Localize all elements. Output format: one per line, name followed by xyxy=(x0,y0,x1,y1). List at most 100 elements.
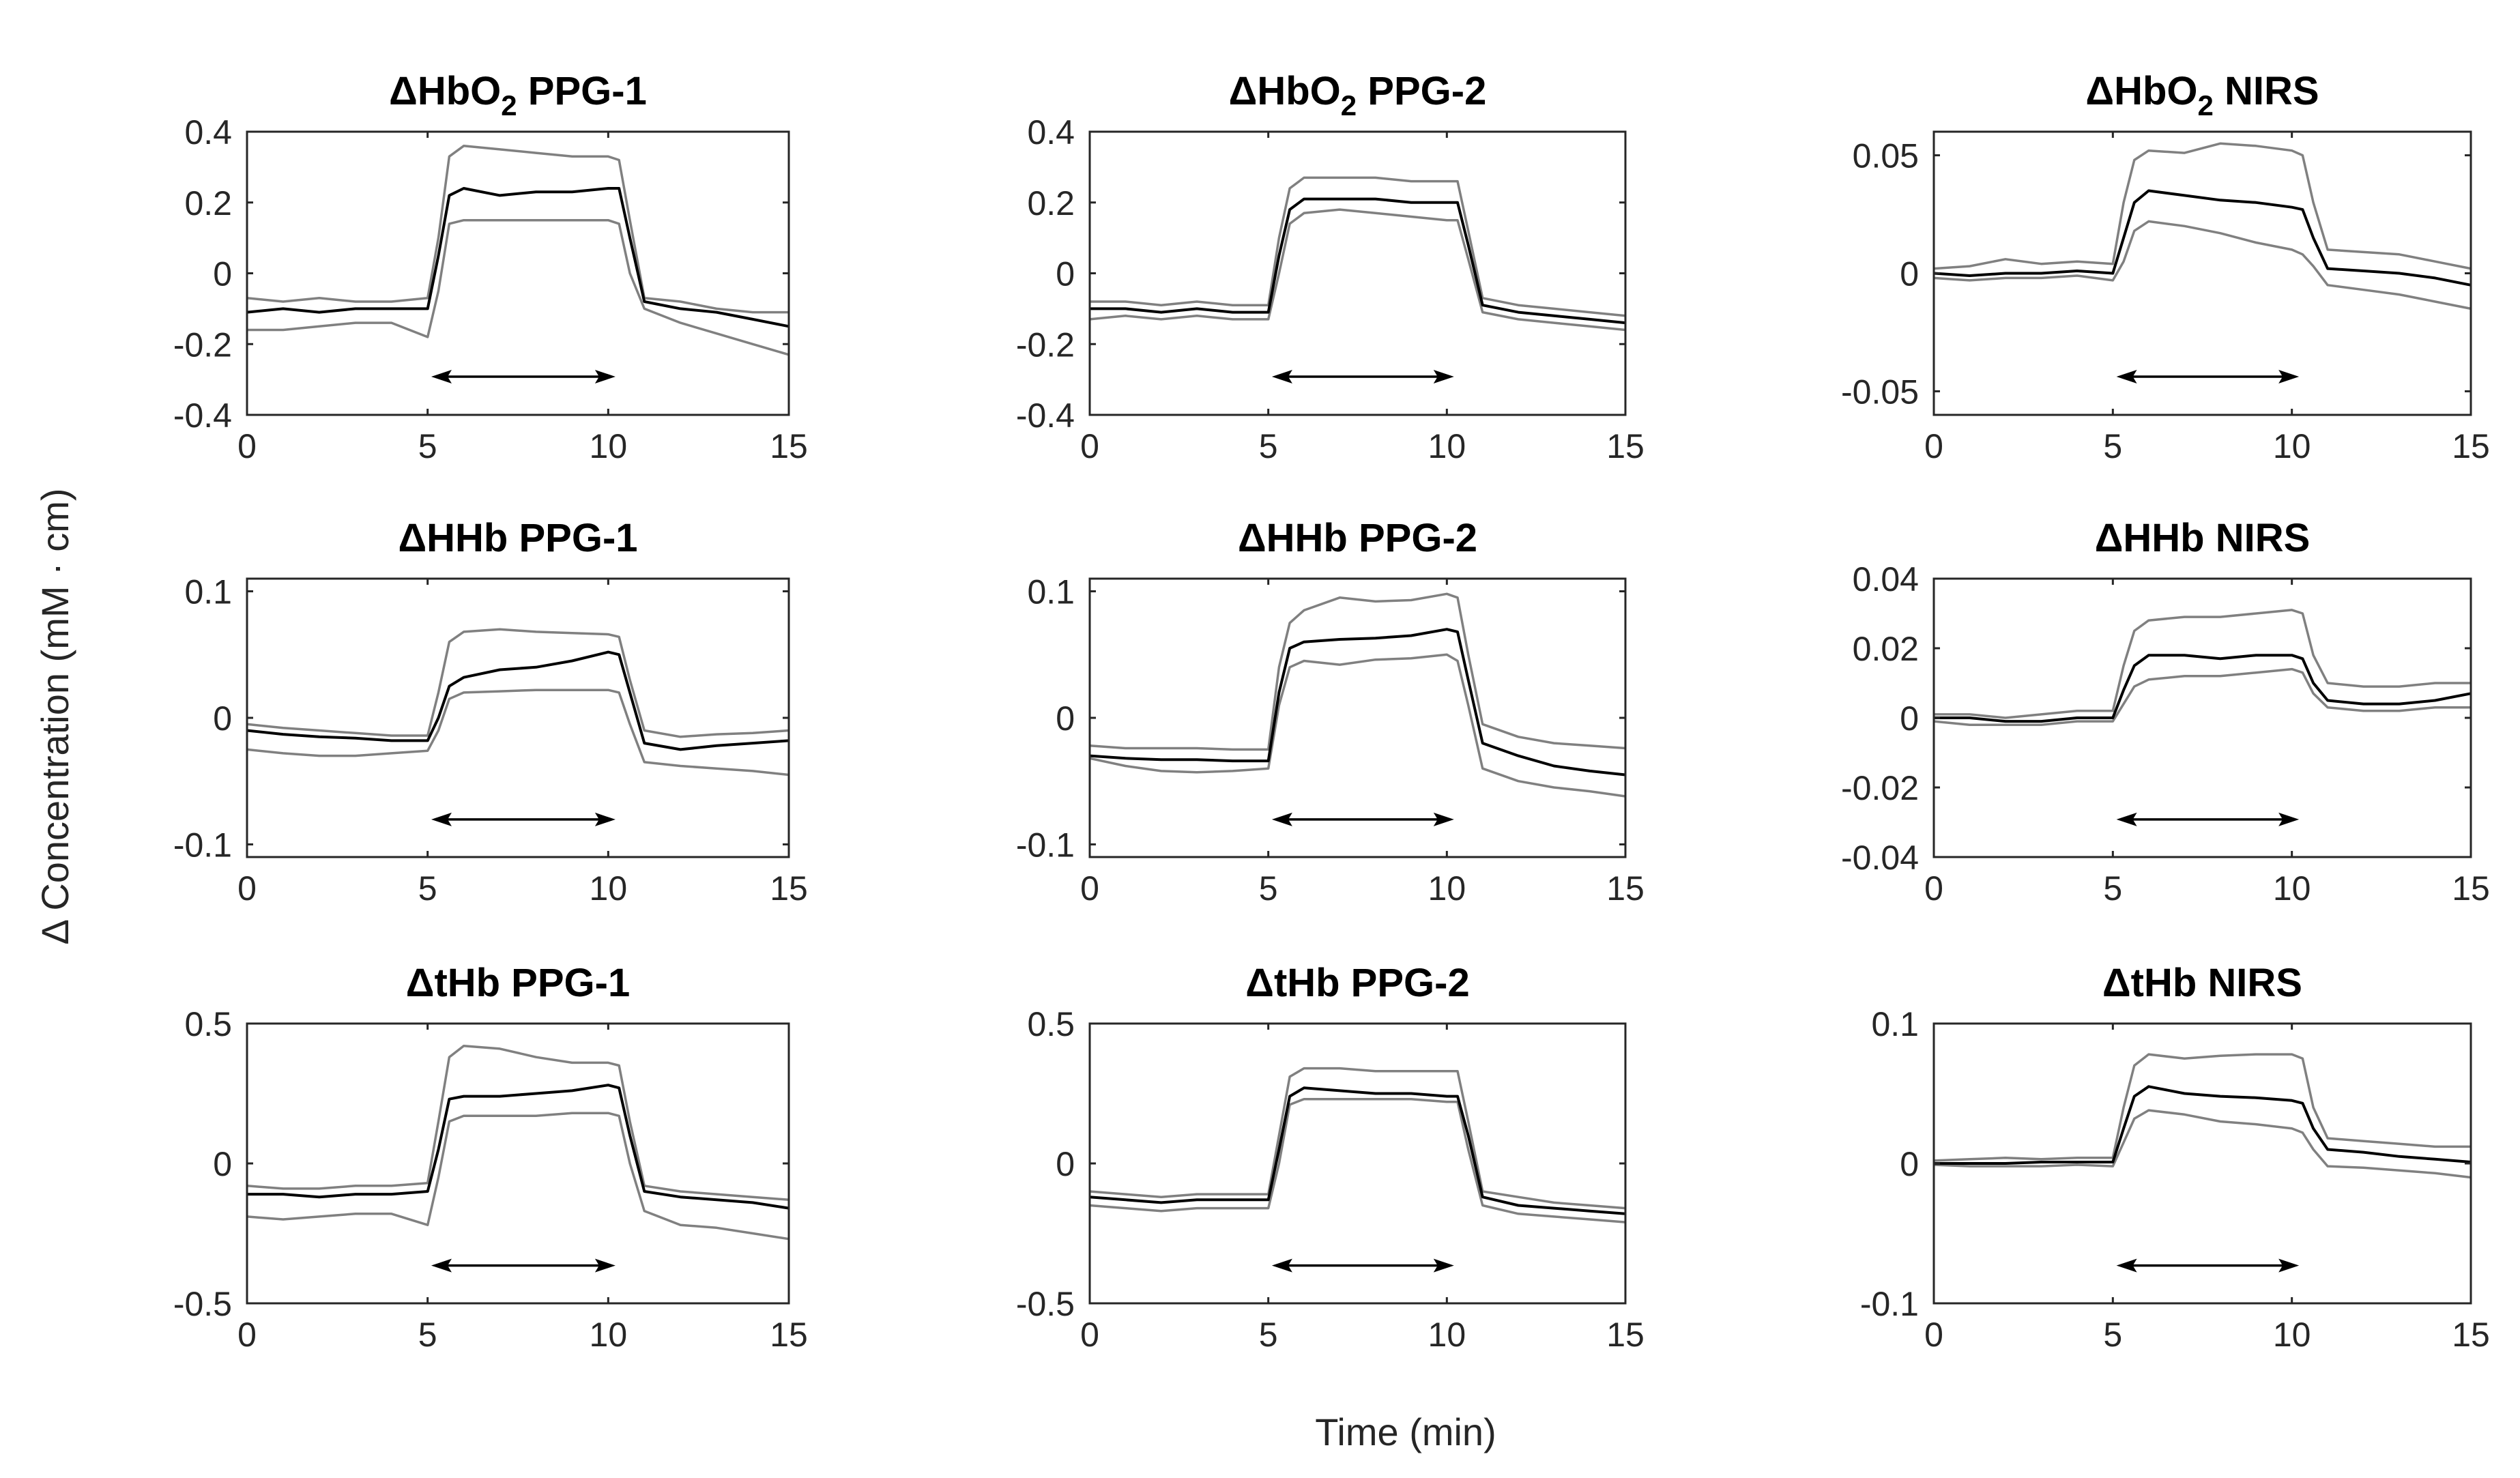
y-tick-label: 0.4 xyxy=(184,113,232,151)
x-tick-label: 10 xyxy=(2273,869,2311,908)
panel-title-rest: NIRS xyxy=(2214,69,2319,113)
x-tick-label: 15 xyxy=(770,869,808,908)
panel-title-rest: PPG-2 xyxy=(1357,69,1486,113)
series-line-lower xyxy=(1933,667,2471,726)
series-line-lower xyxy=(1089,653,1626,798)
x-tick-label: 0 xyxy=(237,1316,257,1354)
series-line-lower xyxy=(1089,208,1626,332)
series-line-mean xyxy=(1090,197,1626,325)
series-line-upper xyxy=(1933,1053,2471,1162)
series-line-mean xyxy=(1089,628,1626,777)
series-line-upper xyxy=(246,628,790,738)
y-tick-label: 0.2 xyxy=(184,184,232,222)
chart-panel-1: 0 5 10 15 -0.4 -0.2 0 0.2 0.4 ΔHbO2 PPG-1 xyxy=(173,69,808,465)
series-line-upper xyxy=(246,145,789,314)
shared-y-axis-label: Δ Concentration (mM · cm) xyxy=(33,488,76,944)
y-tick-label: 0 xyxy=(213,699,232,738)
interval-arrow-left-head xyxy=(431,1258,452,1273)
interval-arrow-left-head xyxy=(1271,369,1292,383)
panel-title: ΔHHb PPG-1 xyxy=(398,516,637,560)
y-tick-label: -0.02 xyxy=(1841,769,1919,807)
panel-title: ΔtHb PPG-2 xyxy=(1245,961,1470,1005)
x-tick-label: 0 xyxy=(1924,869,1943,908)
x-tick-label: 0 xyxy=(237,869,257,908)
x-tick-label: 5 xyxy=(418,869,437,908)
y-tick-label: 0 xyxy=(1056,255,1075,293)
panel-title-subscript: 2 xyxy=(1341,89,1357,121)
x-tick-label: 15 xyxy=(1606,869,1645,908)
x-tick-label: 15 xyxy=(1606,427,1645,465)
y-tick-label: 0.05 xyxy=(1853,137,1919,175)
y-tick-label: -0.1 xyxy=(173,826,232,864)
x-tick-label: 5 xyxy=(2103,869,2122,908)
panel-title-main: ΔHHb PPG-1 xyxy=(398,516,637,560)
y-tick-label: -0.5 xyxy=(173,1285,232,1323)
interval-arrow xyxy=(2116,369,2300,383)
x-tick-label: 10 xyxy=(1428,427,1466,465)
panel-title-rest: PPG-1 xyxy=(517,69,647,113)
y-tick-label: 0 xyxy=(1900,1145,1919,1183)
panel-title-main: ΔHHb NIRS xyxy=(2095,516,2311,560)
y-tick-label: 0.5 xyxy=(184,1005,232,1043)
x-tick-label: 15 xyxy=(1606,1316,1645,1354)
y-tick-label: -0.05 xyxy=(1841,373,1919,411)
interval-arrow xyxy=(431,1258,615,1273)
shared-x-axis-label: Time (min) xyxy=(1315,1410,1496,1453)
panel-title-main: ΔtHb NIRS xyxy=(2102,961,2302,1005)
x-tick-label: 5 xyxy=(418,1316,437,1354)
series-line-mean xyxy=(1934,654,2472,723)
series-line-upper xyxy=(1089,1067,1626,1210)
y-tick-label: -0.04 xyxy=(1841,839,1919,877)
y-tick-label: -0.2 xyxy=(173,325,232,364)
panel-title-main: ΔHbO xyxy=(389,69,501,113)
x-tick-label: 5 xyxy=(2103,1316,2122,1354)
chart-panel-2: 0 5 10 15 -0.4 -0.2 0 0.2 0.4 ΔHbO2 PPG-2 xyxy=(1016,69,1645,465)
interval-arrow-right-head xyxy=(2278,812,2300,826)
interval-arrow-left-head xyxy=(2116,369,2137,383)
series-line-upper xyxy=(1090,176,1626,317)
y-tick-label: 0 xyxy=(1056,699,1075,738)
interval-arrow-left-head xyxy=(431,812,452,826)
y-tick-label: -0.4 xyxy=(173,396,232,435)
interval-arrow-right-head xyxy=(1433,812,1454,826)
panel-title-main: ΔHbO xyxy=(2085,69,2197,113)
y-tick-label: 0 xyxy=(1900,699,1919,738)
x-tick-label: 10 xyxy=(2273,427,2311,465)
interval-arrow-right-head xyxy=(594,369,615,383)
interval-arrow-left-head xyxy=(2116,812,2137,826)
y-tick-label: 0 xyxy=(213,255,232,293)
x-tick-label: 5 xyxy=(1259,869,1278,908)
y-tick-label: 0.04 xyxy=(1853,560,1919,598)
series-line-mean xyxy=(1934,1085,2472,1165)
y-tick-label: -0.2 xyxy=(1016,325,1075,364)
x-tick-label: 10 xyxy=(2273,1316,2311,1354)
x-tick-label: 15 xyxy=(770,427,808,465)
series-line-mean xyxy=(246,650,790,751)
y-tick-label: -0.4 xyxy=(1016,396,1075,435)
series-line-lower xyxy=(247,218,790,356)
panel-title-main: ΔtHb PPG-1 xyxy=(406,961,631,1005)
panel-title: ΔHbO2 PPG-1 xyxy=(389,69,647,121)
series-line-mean xyxy=(1933,189,2472,287)
x-tick-label: 10 xyxy=(1428,869,1466,908)
y-tick-label: 0 xyxy=(1900,255,1919,293)
series-line-upper xyxy=(1089,592,1626,751)
y-tick-label: 0.1 xyxy=(1871,1005,1919,1043)
y-tick-label: 0.1 xyxy=(184,573,232,611)
interval-arrow-left-head xyxy=(2116,1258,2137,1273)
x-tick-label: 5 xyxy=(1259,427,1278,465)
interval-arrow-left-head xyxy=(1271,1258,1292,1273)
interval-arrow xyxy=(1271,1258,1454,1273)
interval-arrow xyxy=(2116,1258,2300,1273)
y-tick-label: 0.5 xyxy=(1027,1005,1075,1043)
interval-arrow xyxy=(1271,369,1454,383)
x-tick-label: 10 xyxy=(1428,1316,1466,1354)
series-line-upper xyxy=(1933,142,2472,270)
x-tick-label: 15 xyxy=(2452,869,2490,908)
x-tick-label: 10 xyxy=(590,869,628,908)
